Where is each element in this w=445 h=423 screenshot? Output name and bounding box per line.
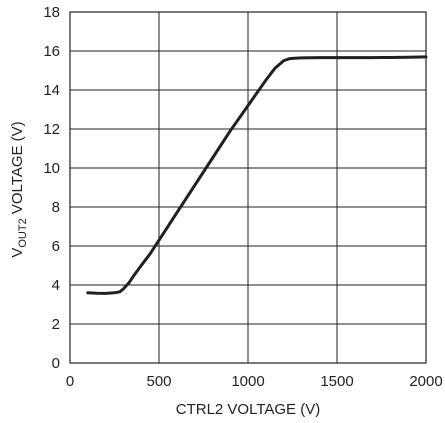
plot-frame [69, 11, 427, 364]
y-axis-title-subscript: OUT2 [17, 218, 29, 247]
y-axis-title-prefix: V [9, 248, 26, 258]
y-tick-label: 6 [52, 238, 60, 255]
x-tick-label: 0 [66, 373, 74, 390]
x-tick-label: 500 [146, 373, 171, 390]
x-tick-label: 2000 [409, 373, 442, 390]
x-tick-label: 1000 [231, 373, 264, 390]
y-tick-label: 16 [43, 43, 60, 60]
y-tick-label: 18 [43, 4, 60, 21]
series-layer [86, 55, 428, 295]
x-tick-label: 1500 [320, 373, 353, 390]
y-tick-label: 12 [43, 121, 60, 138]
y-tick-label: 2 [52, 316, 60, 333]
y-tick-label: 0 [52, 355, 60, 372]
x-tick-labels: 0 500 1000 1500 2000 [66, 373, 443, 390]
x-axis-title: CTRL2 VOLTAGE (V) [176, 401, 320, 418]
y-tick-label: 14 [43, 82, 60, 99]
y-tick-labels: 0 2 4 6 8 10 12 14 16 18 [43, 4, 60, 372]
y-axis-title: VOUT2 VOLTAGE (V) [9, 121, 29, 257]
grid [69, 11, 427, 364]
y-tick-label: 4 [52, 277, 60, 294]
y-tick-label: 10 [43, 160, 60, 177]
y-axis-title-suffix: VOLTAGE (V) [9, 121, 26, 218]
series-line [86, 55, 428, 295]
y-tick-label: 8 [52, 199, 60, 216]
